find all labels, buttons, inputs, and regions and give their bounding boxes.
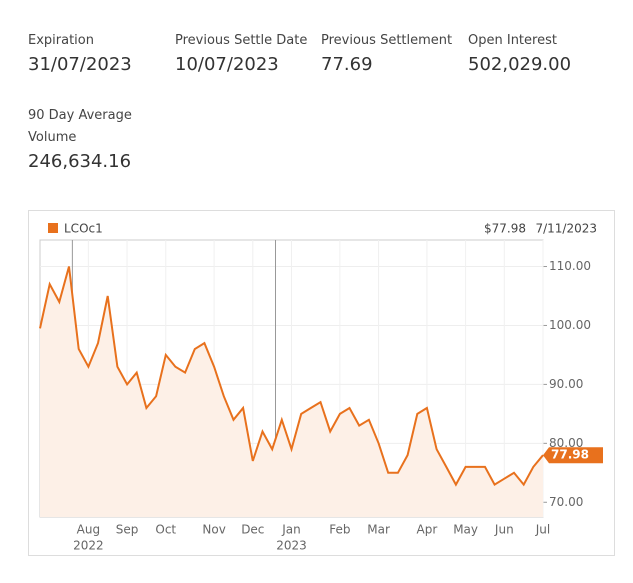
x-tick-label: Aug (77, 523, 100, 537)
y-tick-label: 110.00 (549, 259, 591, 273)
x-tick-label: Apr (417, 523, 438, 537)
x-year-label: 2023 (276, 539, 307, 553)
x-tick-label: Sep (116, 523, 139, 537)
y-tick-label: 90.00 (549, 377, 583, 391)
stat: Previous Settle Date 10/07/2023 (175, 30, 307, 75)
header-price: $77.98 (484, 222, 526, 236)
y-tick-label: 80.00 (549, 436, 583, 450)
legend-swatch (48, 223, 58, 233)
line (39, 266, 544, 487)
stat-value: 31/07/2023 (28, 54, 132, 75)
x-tick-label: Oct (155, 523, 176, 537)
stat-label: Open Interest (468, 33, 557, 48)
x-tick-label: May (453, 523, 478, 537)
plot-area (39, 239, 544, 518)
x-tick-label: Jun (494, 523, 514, 537)
stat-label: Previous Settle Date (175, 33, 308, 48)
stat: Expiration 31/07/2023 (28, 30, 132, 75)
stat-value: 77.69 (321, 54, 373, 75)
stat-value: 502,029.00 (468, 54, 572, 75)
last-price-label: 77.98 (551, 448, 589, 462)
stat: Previous Settlement 77.69 (321, 30, 452, 75)
stat: 90 Day Average Volume 246,634.16 (28, 105, 138, 172)
stat-label: Expiration (28, 33, 94, 48)
stat-value: 246,634.16 (28, 151, 132, 172)
stat: Open Interest 502,029.00 (468, 30, 571, 75)
stat-value: 10/07/2023 (175, 54, 279, 75)
x-tick-label: Jul (535, 523, 550, 537)
y-tick-label: 100.00 (549, 318, 591, 332)
stat-label: 90 Day Average Volume (28, 108, 132, 145)
x-tick-label: Feb (329, 523, 350, 537)
x-year-label: 2022 (73, 539, 104, 553)
x-tick-label: Mar (367, 523, 390, 537)
area (40, 266, 543, 517)
legend-label: LCOc1 (64, 222, 103, 236)
last-price-flag (543, 447, 603, 464)
x-tick-label: Dec (241, 523, 264, 537)
chart-frame (28, 210, 615, 556)
stat-label: Previous Settlement (321, 33, 453, 48)
x-tick-label: Jan (281, 523, 301, 537)
y-tick-label: 70.00 (549, 495, 583, 509)
header-date: 7/11/2023 (535, 222, 597, 236)
x-tick-label: Nov (202, 523, 225, 537)
